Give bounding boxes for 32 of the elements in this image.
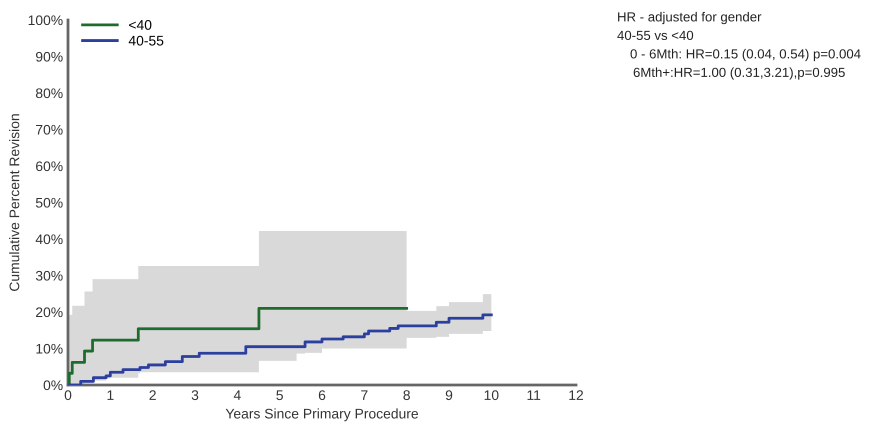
y-tick-label: 100% <box>28 15 63 26</box>
x-tick-label: 12 <box>569 390 584 400</box>
y-tick-label: 20% <box>36 307 63 318</box>
y-tick-label: 70% <box>36 124 63 135</box>
x-tick-label: 0 <box>64 390 72 400</box>
x-axis-title: Years Since Primary Procedure <box>226 408 418 422</box>
x-tick-label: 4 <box>234 390 241 400</box>
y-tick-label: 90% <box>36 52 63 62</box>
x-tick-label: 6 <box>318 390 326 400</box>
text: 0 - 6Mth: HR=0.15 (0.04, 0.54) p=0.004 <box>630 48 861 62</box>
x-tick-label: 8 <box>403 390 410 400</box>
y-tick-label: 60% <box>36 161 63 172</box>
x-tick-label: 3 <box>192 390 198 400</box>
legend-label: <40 <box>129 20 152 30</box>
y-tick-label: 80% <box>36 88 63 98</box>
text: 40-55 vs <40 <box>617 30 694 40</box>
x-tick-label: 10 <box>484 390 499 400</box>
x-tick-label: 2 <box>150 390 156 400</box>
x-tick-label: 5 <box>276 390 283 400</box>
y-tick-label: 50% <box>36 198 63 208</box>
legend-label: 40-55 <box>128 36 164 46</box>
text: 6Mth+:HR=1.00 (0.31,3.21),p=0.995 <box>634 67 845 80</box>
y-tick-label: 30% <box>36 270 63 281</box>
x-tick-label: 1 <box>108 390 114 400</box>
x-tick-label: 9 <box>446 390 452 400</box>
y-axis-title: Cumulative Percent Revision <box>9 114 20 291</box>
y-tick-label: 0% <box>44 380 63 390</box>
x-tick-label: 11 <box>528 390 540 400</box>
y-tick-label: 40% <box>36 234 63 244</box>
text: HR - adjusted for gender <box>618 12 762 24</box>
y-tick-label: 10% <box>36 344 63 354</box>
x-tick-label: 7 <box>361 390 368 400</box>
